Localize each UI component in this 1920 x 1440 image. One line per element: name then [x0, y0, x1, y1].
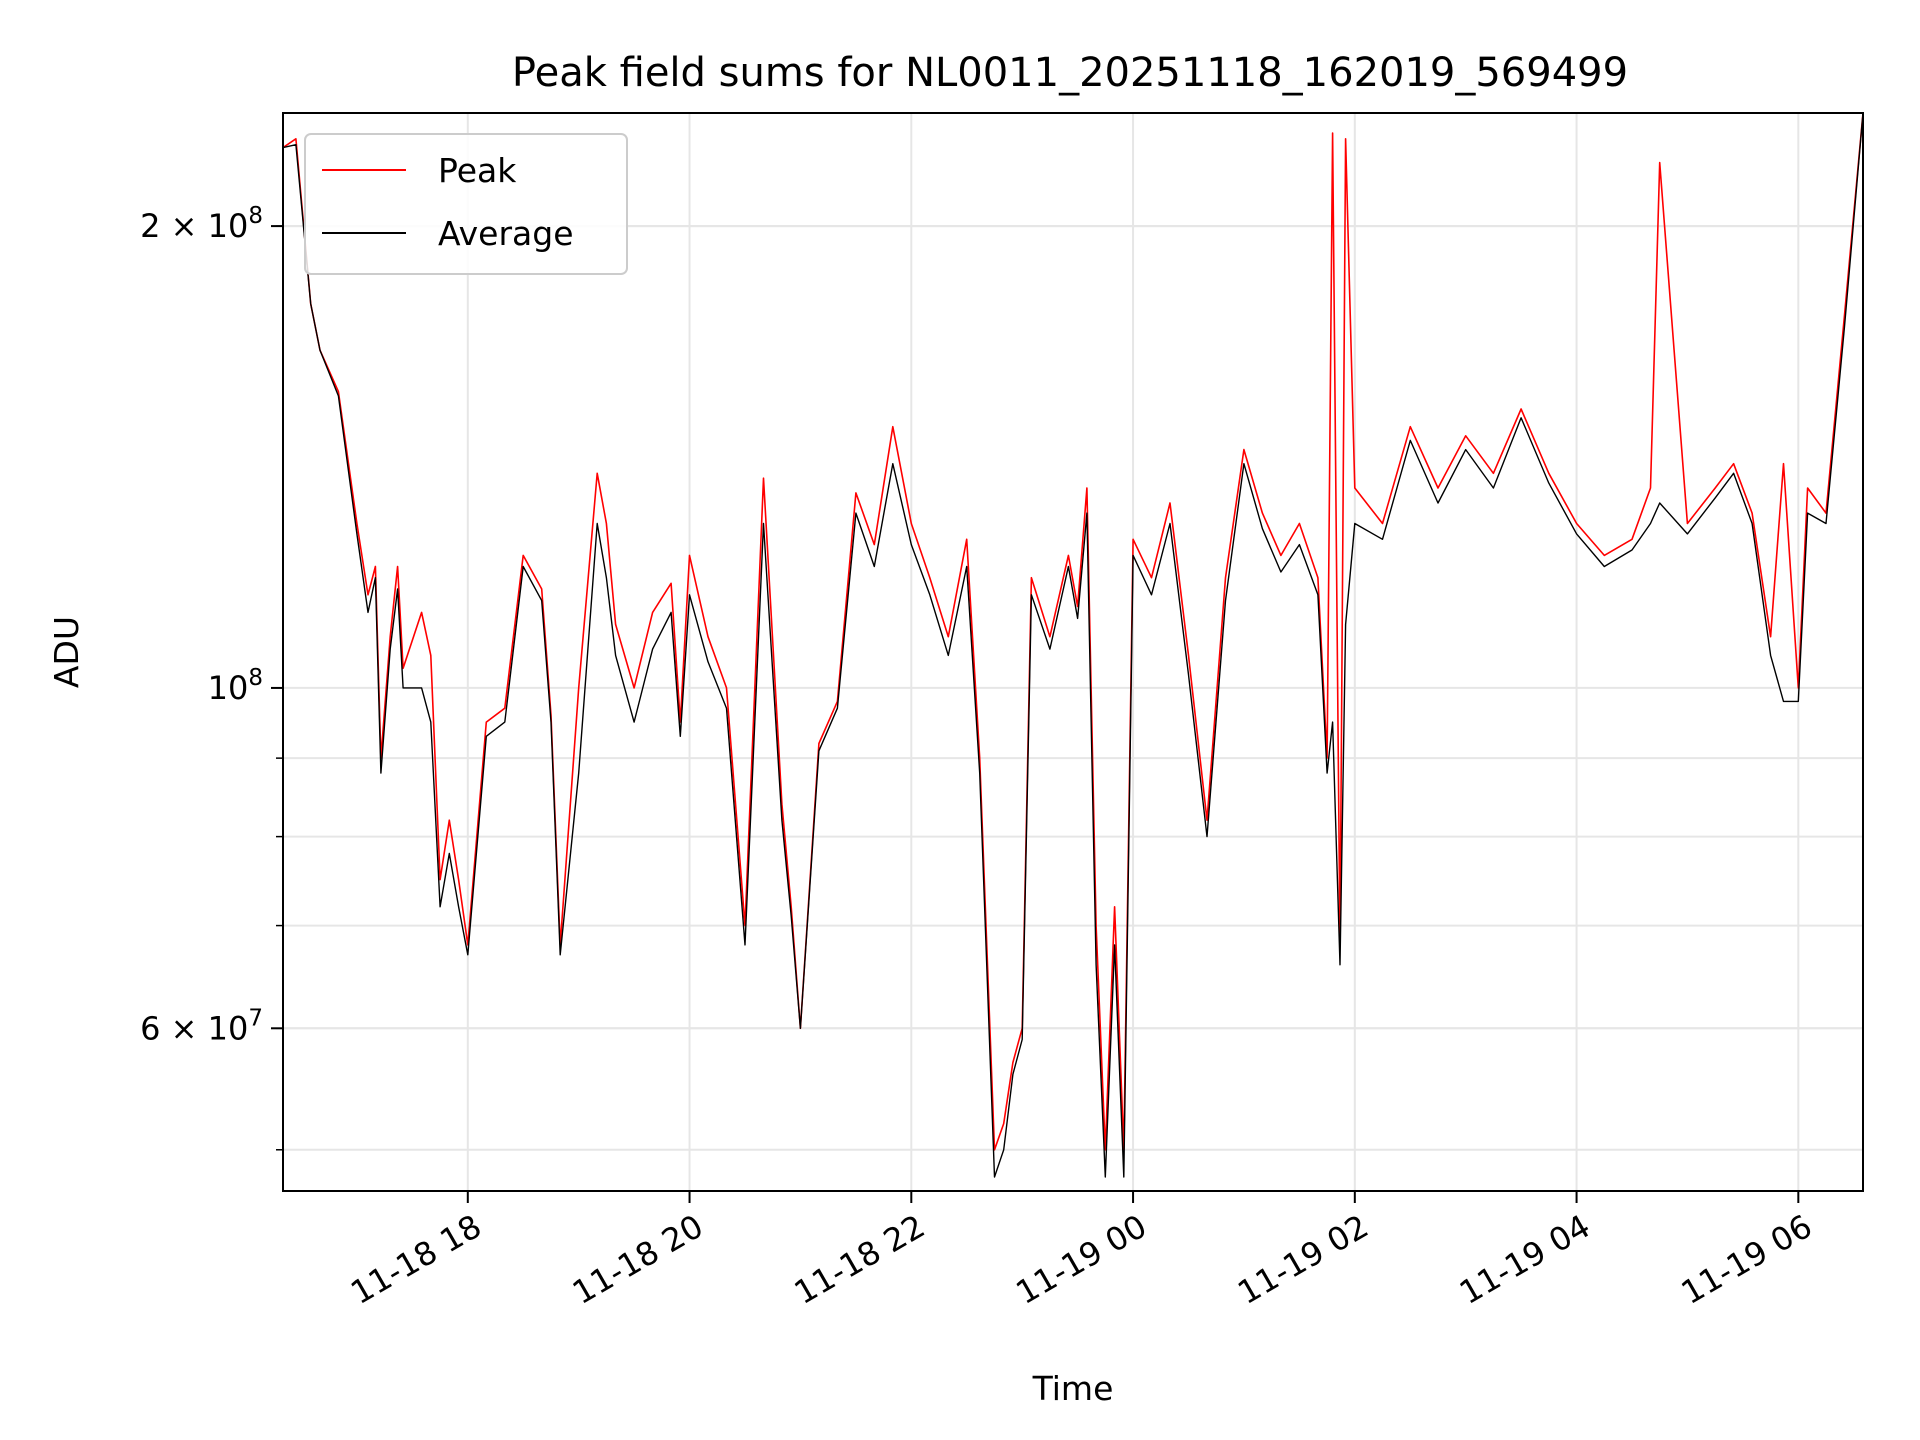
legend-label-peak: Peak [438, 151, 517, 190]
legend: Peak Average [304, 133, 628, 275]
legend-label-average: Average [438, 214, 574, 253]
x-axis-label: Time [1032, 1369, 1114, 1408]
y-axis-label: ADU [47, 616, 86, 688]
y-tick-label: 6 × 107 [140, 1005, 263, 1047]
series-line-average [283, 113, 1863, 1178]
series-line-peak [283, 113, 1863, 1151]
y-tick-label: 2 × 108 [140, 203, 263, 245]
plot-frame [282, 112, 1864, 1192]
y-tick-label: 108 [208, 665, 263, 707]
y-axis-ticks: 108 2 × 108 6 × 107 [140, 203, 283, 1047]
chart-title: Peak field sums for NL0011_20251118_1620… [512, 50, 1628, 96]
series-lines [283, 113, 1863, 1178]
